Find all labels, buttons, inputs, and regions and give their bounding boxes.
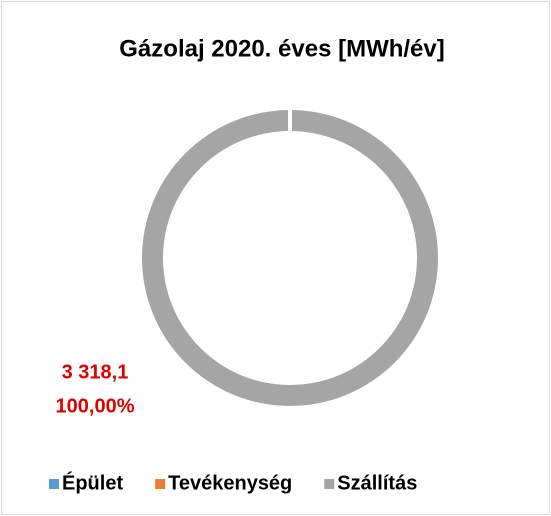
percent-label: 100,00% xyxy=(56,395,135,417)
chart-title: Gázolaj 2020. éves [MWh/év] xyxy=(119,35,444,62)
legend-swatch xyxy=(324,479,335,489)
legend-label: Szállítás xyxy=(337,472,417,494)
legend-label: Tevékenység xyxy=(168,472,292,494)
legend-swatch xyxy=(155,479,166,489)
legend-swatch xyxy=(49,479,59,489)
data-label: 3 318,1 xyxy=(62,361,129,383)
legend-label: Épület xyxy=(62,471,123,494)
